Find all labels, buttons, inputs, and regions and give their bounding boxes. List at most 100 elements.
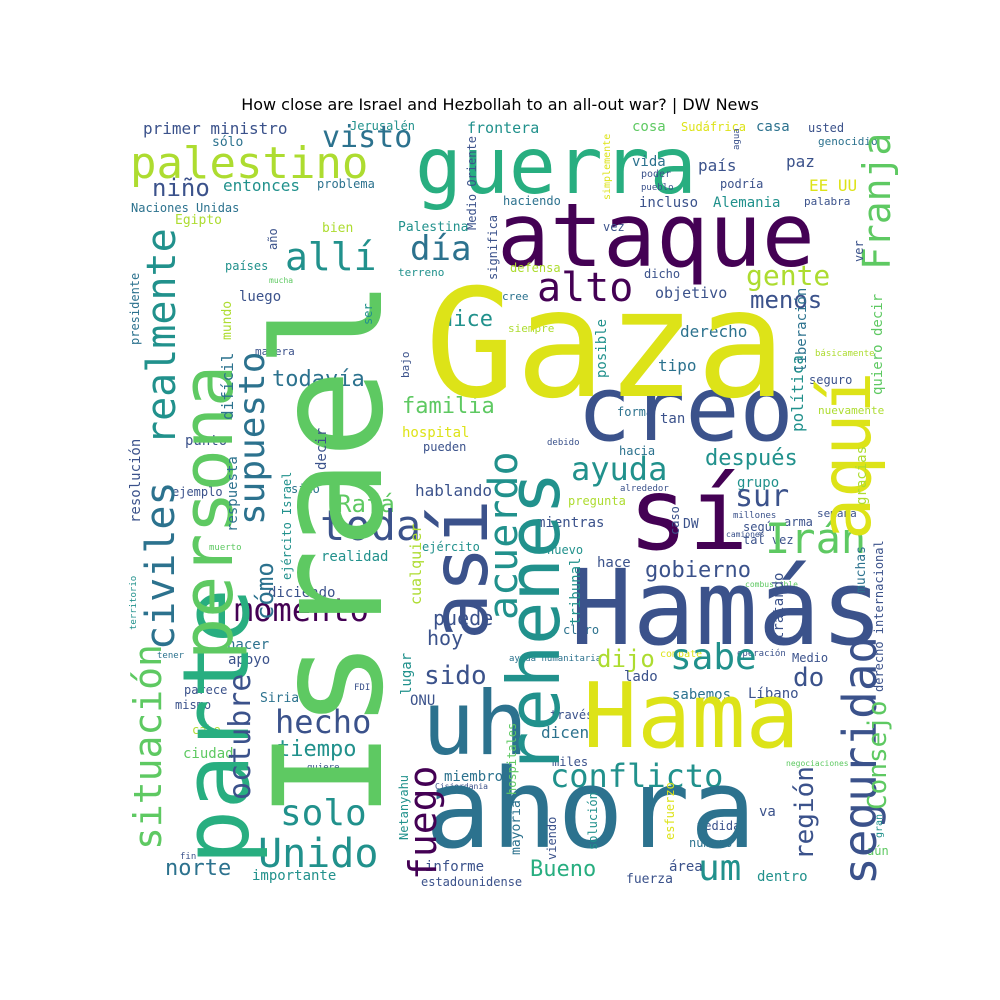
word: respuesta: [225, 456, 241, 532]
word: nuevo: [547, 543, 584, 557]
word: según: [743, 520, 780, 534]
word: ejército Israel: [280, 471, 294, 580]
word: pueden: [423, 440, 467, 454]
word: operación: [737, 649, 786, 659]
word: mundo: [220, 300, 235, 340]
word: palabra: [804, 195, 851, 208]
word: mismo: [175, 698, 212, 712]
word: aquí: [805, 371, 887, 540]
word: genocidio: [818, 135, 878, 148]
word: hablando: [415, 481, 493, 500]
word: allí: [285, 235, 377, 279]
word: forma: [617, 405, 654, 419]
word: vida: [632, 154, 666, 170]
word: Israel: [243, 278, 417, 820]
word: Bueno: [530, 857, 597, 882]
word: estadounidense: [421, 875, 523, 889]
word: terreno: [398, 266, 445, 279]
word: alrededor: [620, 484, 669, 494]
word: ejemplo: [172, 485, 223, 499]
word: muerto: [209, 543, 242, 553]
word: posible: [594, 318, 610, 378]
word: dentro: [757, 869, 808, 885]
word: Alemania: [713, 195, 781, 211]
word: Netanyahu: [397, 774, 411, 840]
word: sólo: [212, 135, 244, 150]
word: hecho: [275, 703, 372, 741]
word: Jerusalén: [350, 120, 416, 133]
word: Rafá: [337, 490, 395, 518]
word: lugar: [399, 652, 415, 695]
word: guerra: [415, 122, 697, 212]
word: territorio: [129, 575, 139, 630]
word: millones: [733, 511, 777, 521]
word: combate: [660, 649, 703, 660]
word: liberación: [794, 287, 810, 372]
word: hospitales: [505, 722, 519, 795]
word: sabemos: [672, 687, 732, 703]
word: miembro: [444, 769, 504, 785]
word: ataque: [497, 184, 815, 287]
word: alto: [537, 265, 634, 311]
word: uh: [422, 672, 528, 775]
word: gobierno: [645, 558, 751, 583]
word: Palestina: [398, 220, 469, 235]
word: DW: [683, 517, 699, 532]
word: mucha: [269, 276, 294, 285]
word: palestino: [130, 138, 369, 189]
word: diciendo: [268, 585, 336, 601]
word: Unido: [258, 831, 379, 877]
word: EE UU: [809, 176, 858, 195]
word: Egipto: [175, 213, 222, 228]
word: esfuerzo: [663, 782, 677, 840]
word: bien: [322, 221, 354, 236]
word: nuevamente: [818, 404, 885, 417]
word: ciudad: [183, 746, 234, 762]
word: Medio Oriente: [465, 136, 479, 230]
word: sí: [628, 456, 749, 573]
word: hacia: [619, 444, 656, 458]
word: muchas: [854, 546, 869, 593]
word: vez: [603, 220, 625, 234]
word: niño: [152, 174, 210, 202]
word: Irán: [765, 514, 867, 563]
word: Gaza: [425, 258, 787, 432]
word: problema: [317, 177, 375, 191]
word: fuerza: [626, 872, 673, 887]
word: incluso: [639, 195, 699, 211]
word: momento: [234, 591, 369, 629]
word: creo: [577, 357, 794, 462]
word: sabe: [670, 637, 757, 678]
word: día: [410, 229, 472, 269]
word: número: [689, 836, 733, 850]
word: cómo: [251, 562, 279, 620]
word: solo: [280, 793, 367, 834]
word: familia: [402, 394, 495, 419]
word: lado: [624, 669, 658, 685]
word: primer ministro: [143, 120, 288, 138]
word: viendo: [545, 816, 559, 860]
word: tribunal: [568, 557, 584, 625]
word: paz: [786, 152, 815, 171]
word: negociaciones: [786, 759, 849, 768]
word: haciendo: [503, 194, 561, 208]
word: solución: [586, 792, 600, 850]
word: arma: [784, 515, 813, 529]
word: caso: [668, 506, 682, 535]
word: Líbano: [748, 686, 799, 702]
word: tiempo: [277, 737, 357, 762]
chart-title: How close are Israel and Hezbollah to an…: [241, 95, 759, 114]
word: sido: [424, 661, 487, 691]
word: hacer: [227, 637, 270, 653]
word: punto: [185, 433, 228, 449]
word: simplemente: [602, 133, 613, 200]
word: claro: [563, 623, 600, 637]
word: cabo: [192, 723, 221, 737]
word: dicen: [541, 723, 590, 742]
word: norte: [165, 856, 232, 881]
word: Naciones Unidas: [131, 201, 240, 215]
word: parece: [184, 683, 228, 697]
word: derecho: [680, 322, 748, 341]
word: manera: [255, 345, 295, 358]
word: hospital: [402, 425, 470, 441]
